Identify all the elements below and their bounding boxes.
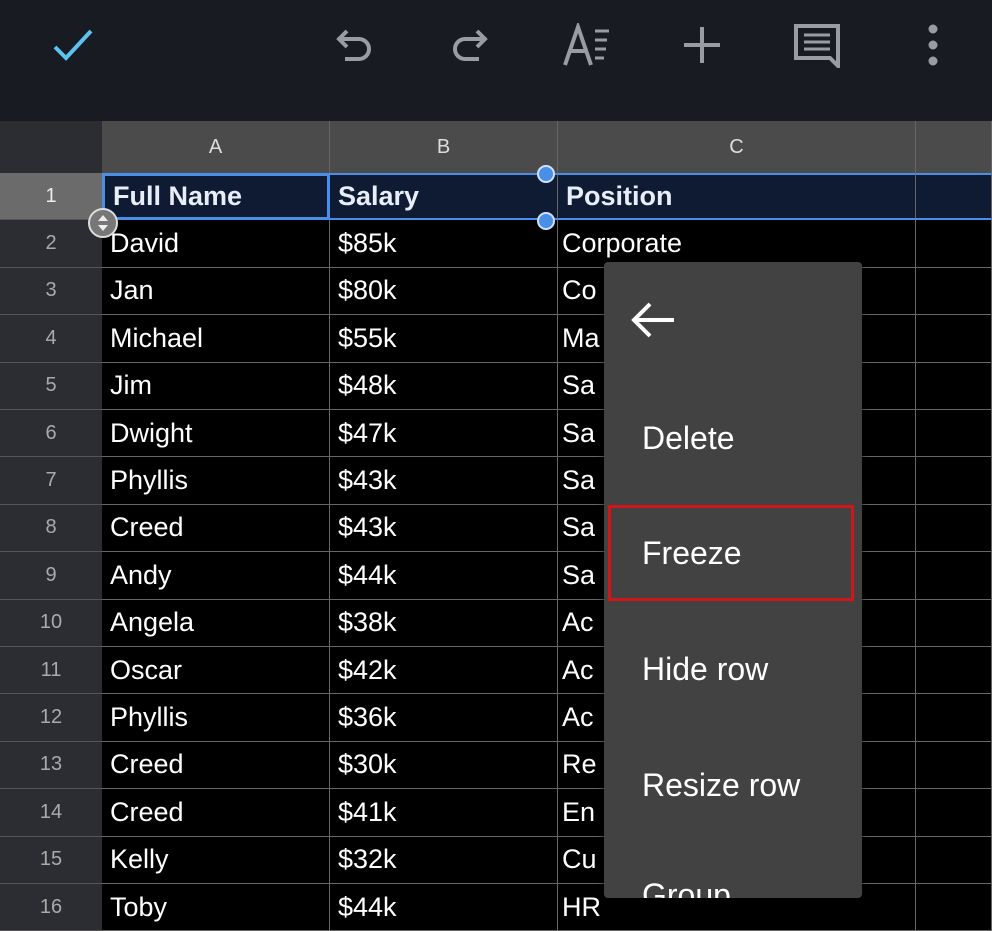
selection-handle-top[interactable] [537, 165, 555, 183]
cell-a[interactable]: Full Name [102, 173, 330, 221]
text-format-icon[interactable] [562, 22, 612, 68]
cell-a[interactable]: Angela [102, 599, 330, 647]
comment-icon[interactable] [792, 22, 842, 68]
undo-icon[interactable] [330, 22, 380, 68]
cell-a[interactable]: Phyllis [102, 694, 330, 742]
menu-item-hide-row[interactable]: Hide row [642, 650, 769, 687]
row-header[interactable]: 5 [0, 362, 102, 410]
toolbar [0, 0, 992, 121]
row-header[interactable]: 16 [0, 884, 102, 931]
cell-d[interactable] [916, 173, 992, 221]
add-icon[interactable] [677, 22, 727, 68]
row-header[interactable]: 1 [0, 173, 102, 221]
row-header[interactable]: 10 [0, 599, 102, 647]
cell-b[interactable]: $38k [330, 599, 558, 647]
cell-b[interactable]: $42k [330, 647, 558, 695]
row-context-menu: Delete Freeze Hide row Resize row Group [604, 262, 862, 898]
menu-item-group[interactable]: Group [642, 876, 731, 899]
cell-b[interactable]: $43k [330, 504, 558, 553]
table-row: 16 Toby $44k HR [0, 884, 992, 931]
cell-d[interactable] [916, 552, 992, 600]
row-resize-handle-icon[interactable] [88, 208, 118, 238]
cell-b[interactable]: $43k [330, 457, 558, 505]
cell-b[interactable]: $80k [330, 267, 558, 316]
menu-item-resize-row[interactable]: Resize row [642, 766, 801, 803]
cell-b[interactable]: $32k [330, 836, 558, 884]
cell-a[interactable]: Oscar [102, 647, 330, 695]
column-header-c[interactable]: C [558, 121, 916, 173]
table-row: 1 Full Name Salary Position [0, 173, 992, 221]
cell-b[interactable]: $55k [330, 315, 558, 363]
row-header[interactable]: 13 [0, 741, 102, 790]
row-header[interactable]: 9 [0, 552, 102, 600]
cell-a[interactable]: Kelly [102, 836, 330, 884]
cell-a[interactable]: Michael [102, 315, 330, 363]
table-row: 4 Michael $55k Ma [0, 315, 992, 363]
cell-d[interactable] [916, 315, 992, 363]
selection-handle-bottom[interactable] [537, 212, 555, 230]
table-row: 8 Creed $43k Sa [0, 504, 992, 553]
row-header[interactable]: 6 [0, 410, 102, 458]
cell-a[interactable]: Andy [102, 552, 330, 600]
row-header[interactable]: 14 [0, 789, 102, 837]
column-header-b[interactable]: B [330, 121, 558, 173]
freeze-highlight-box [608, 505, 854, 601]
cell-d[interactable] [916, 267, 992, 316]
cell-a[interactable]: David [102, 220, 330, 268]
cell-b[interactable]: $44k [330, 552, 558, 600]
redo-icon[interactable] [444, 22, 494, 68]
cell-d[interactable] [916, 362, 992, 410]
cell-d[interactable] [916, 410, 992, 458]
cell-d[interactable] [916, 694, 992, 742]
row-header[interactable]: 12 [0, 694, 102, 742]
column-header-d[interactable] [916, 121, 992, 173]
table-row: 12 Phyllis $36k Ac [0, 694, 992, 742]
cell-d[interactable] [916, 220, 992, 268]
cell-d[interactable] [916, 457, 992, 505]
cell-b[interactable]: $44k [330, 884, 558, 931]
table-row: 2 David $85k Corporate [0, 220, 992, 268]
back-arrow-icon[interactable] [630, 300, 676, 345]
cell-d[interactable] [916, 504, 992, 553]
menu-item-freeze[interactable]: Freeze [642, 534, 742, 571]
row-header[interactable]: 3 [0, 267, 102, 316]
cell-a[interactable]: Phyllis [102, 457, 330, 505]
cell-a[interactable]: Creed [102, 504, 330, 553]
row-header[interactable]: 8 [0, 504, 102, 553]
cell-b[interactable]: Salary [330, 173, 558, 221]
cell-b[interactable]: $36k [330, 694, 558, 742]
row-header[interactable]: 11 [0, 647, 102, 695]
column-header-a[interactable]: A [102, 121, 330, 173]
table-row: 5 Jim $48k Sa [0, 362, 992, 410]
select-all-corner[interactable] [0, 121, 102, 173]
check-icon[interactable] [48, 22, 98, 68]
cell-d[interactable] [916, 647, 992, 695]
cell-b[interactable]: $47k [330, 410, 558, 458]
row-header[interactable]: 7 [0, 457, 102, 505]
cell-b[interactable]: $41k [330, 789, 558, 837]
cell-c[interactable]: Position [558, 173, 916, 221]
table-row: 14 Creed $41k En [0, 789, 992, 837]
cell-b[interactable]: $48k [330, 362, 558, 410]
row-header[interactable]: 2 [0, 220, 102, 268]
cell-d[interactable] [916, 836, 992, 884]
more-vert-icon[interactable] [908, 22, 958, 68]
row-header[interactable]: 4 [0, 315, 102, 363]
cell-a[interactable]: Jim [102, 362, 330, 410]
cell-a[interactable]: Creed [102, 741, 330, 790]
menu-item-delete[interactable]: Delete [642, 419, 735, 456]
cell-d[interactable] [916, 599, 992, 647]
cell-a[interactable]: Dwight [102, 410, 330, 458]
cell-a[interactable]: Jan [102, 267, 330, 316]
cell-d[interactable] [916, 741, 992, 790]
cell-b[interactable]: $30k [330, 741, 558, 790]
cell-a[interactable]: Creed [102, 789, 330, 837]
cell-c[interactable]: Corporate [558, 220, 916, 268]
cell-b[interactable]: $85k [330, 220, 558, 268]
row-header[interactable]: 15 [0, 836, 102, 884]
cell-d[interactable] [916, 789, 992, 837]
